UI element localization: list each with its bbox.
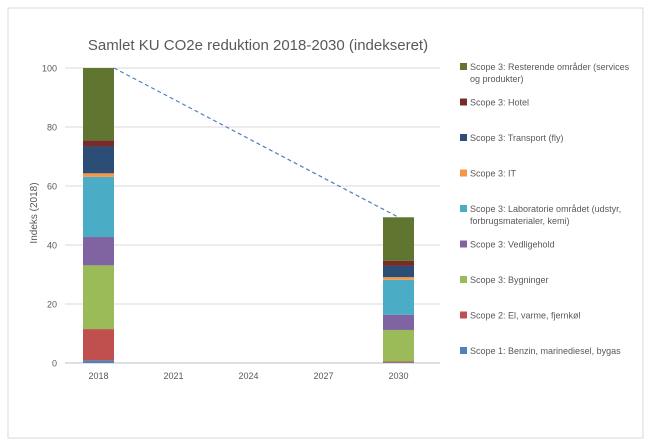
legend-label: Scope 3: Transport (fly) [470,133,564,143]
bar-segment-2030-1 [383,361,414,363]
y-tick-label: 0 [52,359,57,369]
legend-swatch [460,276,467,283]
x-tick-label: 2027 [313,371,333,381]
y-tick-label: 60 [47,182,57,192]
chart-title: Samlet KU CO2e reduktion 2018-2030 (inde… [88,37,428,54]
bar-segment-2018-8 [83,68,114,141]
bar-segment-2030-6 [383,265,414,278]
legend-item: Scope 3: IT [460,169,517,179]
bar-segment-2018-0 [83,360,114,363]
legend-swatch [460,311,467,319]
x-tick-label: 2018 [88,371,108,381]
x-tick-label: 2024 [238,371,258,381]
bar-segment-2030-0 [383,362,414,363]
legend-label: Scope 3: Laboratorie området (udstyr, for… [470,204,621,226]
trend-line [113,67,399,218]
legend-item: Scope 3: Transport (fly) [460,133,564,143]
bar-segment-2030-5 [383,277,414,280]
legend-label: Scope 3: Resterende områder (services og … [470,62,630,84]
bar-segment-2018-7 [83,140,114,147]
legend-swatch [460,134,467,141]
legend-label: Scope 1: Benzin, marinediesel, bygas [470,346,621,356]
bar-segment-2030-4 [383,279,414,315]
legend-label: Scope 3: IT [470,169,517,179]
bar-segment-2030-3 [383,314,414,330]
y-tick-label: 100 [42,64,57,74]
legend-item: Scope 1: Benzin, marinediesel, bygas [460,346,621,356]
legend-label: Scope 3: Vedligehold [470,240,555,250]
legend-swatch [460,63,467,70]
legend-swatch [460,98,467,106]
y-tick-label: 20 [47,300,57,310]
legend-label: Scope 3: Bygninger [470,275,549,285]
legend-swatch [460,205,467,212]
legend-label: Scope 2: El, varme, fjernkøl [470,311,581,321]
legend-item: Scope 2: El, varme, fjernkøl [460,311,581,321]
bar-segment-2030-8 [383,217,414,261]
legend-item: Scope 3: Laboratorie området (udstyr, for… [460,204,621,226]
legend-item: Scope 3: Vedligehold [460,240,555,250]
bar-segment-2018-1 [83,329,114,361]
legend-item: Scope 3: Hotel [460,98,529,108]
legend-swatch [460,169,467,177]
bar-segment-2018-5 [83,173,114,177]
legend-swatch [460,347,467,354]
bar-segment-2018-6 [83,146,114,174]
legend-item: Scope 3: Resterende områder (services og … [460,62,630,84]
x-tick-label: 2021 [163,371,183,381]
y-tick-label: 80 [47,123,57,133]
legend-label: Scope 3: Hotel [470,98,529,108]
bar-segment-2018-3 [83,237,114,266]
bar-segment-2030-2 [383,329,414,362]
legend-swatch [460,240,467,248]
bar-segment-2018-2 [83,265,114,330]
x-tick-label: 2030 [388,371,408,381]
bar-segment-2018-4 [83,176,114,238]
y-tick-label: 40 [47,241,57,251]
legend-item: Scope 3: Bygninger [460,275,549,285]
y-axis-label: Indeks (2018) [29,182,40,243]
bar-segment-2030-7 [383,260,414,266]
